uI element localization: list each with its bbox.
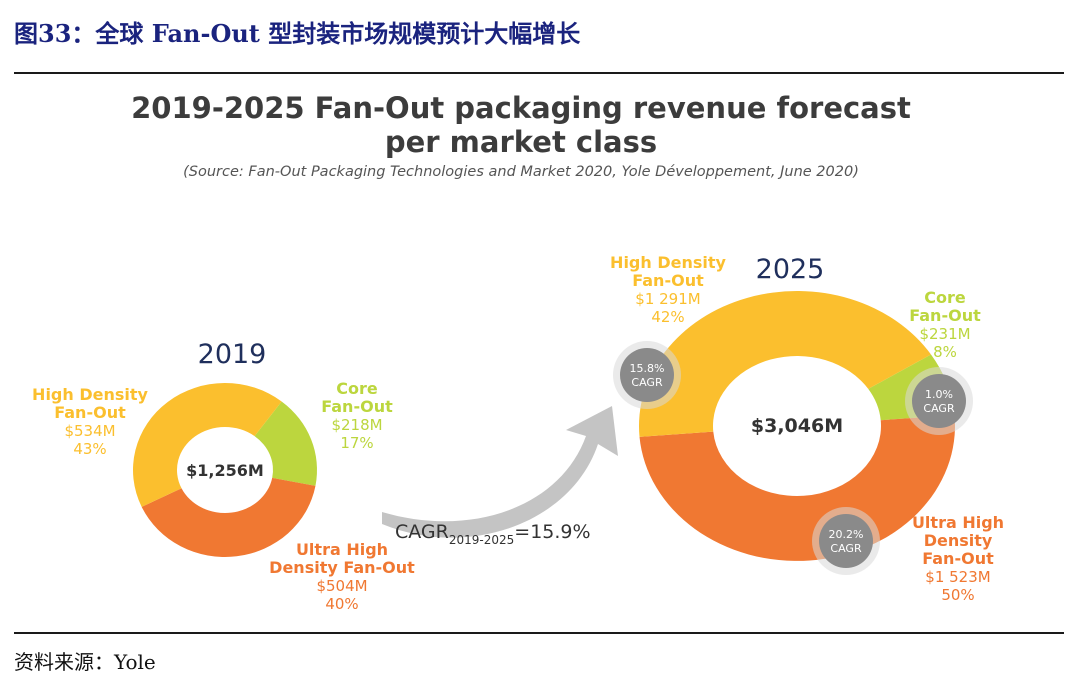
donut-segment-2019-core	[254, 401, 318, 486]
chart-title-line-2: per market class	[385, 125, 657, 159]
source-note: 资料来源：Yole	[14, 650, 156, 674]
segment-label-2019-ultra-high: Ultra High Density Fan-Out $504M 40%	[269, 540, 415, 613]
donut-segment-2025-high-density	[639, 291, 931, 437]
chart-title-line-1: 2019-2025 Fan-Out packaging revenue fore…	[131, 91, 911, 125]
donut-segment-2025-ultra-high	[639, 414, 955, 561]
cagr-badge-text-high-density: 15.8% CAGR	[630, 362, 665, 389]
cagr-badge-text-core: 1.0% CAGR	[923, 388, 955, 415]
segment-labels-layer: 2019 $1,256M High Density Fan-Out $534M 43% Co…	[32, 253, 1004, 613]
segment-label-2019-core: Core Fan-Out $218M 17%	[321, 379, 393, 452]
cagr-badge-ultra-high	[819, 514, 873, 568]
segment-label-2025-core: Core Fan-Out $231M 8%	[909, 288, 981, 361]
segment-label-2025-ultra-high: Ultra High Density Fan-Out $1 523M 50%	[912, 513, 1004, 604]
bottom-rule	[14, 632, 1064, 634]
cagr-badge-text-ultra-high: 20.2% CAGR	[829, 528, 864, 555]
figure-title: 图33：全球 Fan-Out 型封装市场规模预计大幅增长	[14, 19, 581, 48]
total-label-2025: $3,046M	[751, 415, 843, 437]
overall-cagr-label: CAGR2019-2025=15.9%	[395, 521, 591, 547]
cagr-badge-core	[912, 374, 966, 428]
total-label-2019: $1,256M	[186, 461, 264, 480]
cagr-badge-high-density	[620, 348, 674, 402]
growth-arrow	[382, 406, 618, 538]
chart-panel: 2019-2025 Fan-Out packaging revenue fore…	[32, 91, 1004, 613]
donut-segment-2019-ultra-high	[141, 477, 316, 557]
donut-segment-2019-high-density	[133, 383, 282, 507]
year-label-2019: 2019	[198, 339, 267, 370]
segment-label-2019-high-density: High Density Fan-Out $534M 43%	[32, 385, 148, 458]
growth-arrow-layer: CAGR2019-2025=15.9%	[382, 406, 618, 547]
segment-label-2025-high-density: High Density Fan-Out $1 291M 42%	[610, 253, 726, 326]
top-rule	[14, 72, 1064, 74]
chart-subtitle: (Source: Fan-Out Packaging Technologies …	[183, 164, 859, 180]
year-label-2025: 2025	[756, 254, 825, 285]
